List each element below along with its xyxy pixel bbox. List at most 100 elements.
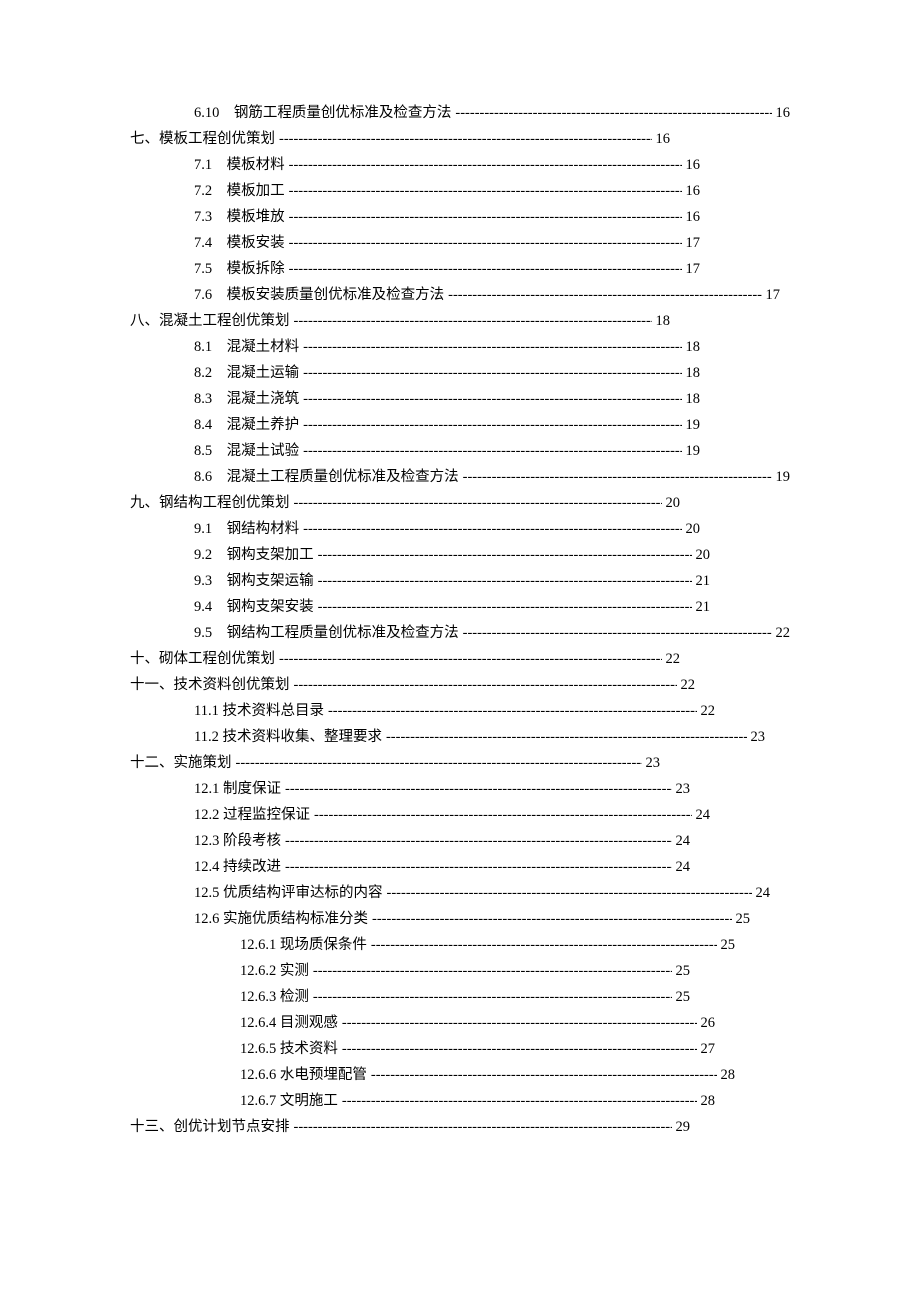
toc-leader: ----------------------------------------…	[342, 1036, 697, 1062]
toc-leader: ----------------------------------------…	[371, 1062, 717, 1088]
toc-entry-label: 十二、实施策划	[130, 750, 232, 776]
toc-entry-page: 17	[686, 256, 791, 282]
toc-leader: ----------------------------------------…	[303, 386, 681, 412]
toc-entry-page: 19	[686, 438, 791, 464]
toc-entry-page: 19	[686, 412, 791, 438]
toc-entry-label: 8.2 混凝土运输	[194, 360, 299, 386]
toc-entry-label: 9.5 钢结构工程质量创优标准及检查方法	[194, 620, 459, 646]
toc-entry-label: 12.2 过程监控保证	[194, 802, 310, 828]
toc-leader: ----------------------------------------…	[313, 958, 672, 984]
toc-entry: 十三、创优计划节点安排-----------------------------…	[130, 1114, 790, 1140]
toc-leader: ----------------------------------------…	[303, 438, 681, 464]
toc-entry-page: 18	[686, 386, 791, 412]
toc-entry: 12.6.2 实测-------------------------------…	[130, 958, 790, 984]
toc-entry: 7.2 模板加工--------------------------------…	[130, 178, 790, 204]
toc-leader: ----------------------------------------…	[294, 672, 677, 698]
toc-entry-label: 12.6.2 实测	[240, 958, 309, 984]
toc-leader: ----------------------------------------…	[313, 984, 672, 1010]
toc-entry: 12.3 阶段考核-------------------------------…	[130, 828, 790, 854]
toc-leader: ----------------------------------------…	[303, 360, 681, 386]
toc-entry-label: 12.6.5 技术资料	[240, 1036, 338, 1062]
toc-entry: 8.6 混凝土工程质量创优标准及检查方法--------------------…	[130, 464, 790, 490]
toc-leader: ----------------------------------------…	[342, 1010, 697, 1036]
toc-entry-label: 7.2 模板加工	[194, 178, 285, 204]
toc-entry: 12.6.5 技术资料-----------------------------…	[130, 1036, 790, 1062]
toc-leader: ----------------------------------------…	[314, 802, 692, 828]
toc-entry-page: 25	[721, 932, 791, 958]
toc-leader: ----------------------------------------…	[294, 308, 652, 334]
toc-container: 6.10 钢筋工程质量创优标准及检查方法 --------------------…	[0, 100, 920, 1140]
toc-leader: ----------------------------------------…	[342, 1088, 697, 1114]
toc-entry-label: 12.1 制度保证	[194, 776, 281, 802]
toc-entry: 7.3 模板堆放--------------------------------…	[130, 204, 790, 230]
toc-entry: 9.3 钢构支架运输------------------------------…	[130, 568, 790, 594]
toc-entry: 8.1 混凝土材料-------------------------------…	[130, 334, 790, 360]
toc-entry-label: 11.1 技术资料总目录	[194, 698, 324, 724]
toc-entry-page: 25	[676, 984, 791, 1010]
toc-entry: 9.1 钢结构材料-------------------------------…	[130, 516, 790, 542]
toc-leader: ----------------------------------------…	[303, 412, 681, 438]
toc-entry-page: 16	[686, 152, 791, 178]
toc-entry: 十二、实施策划---------------------------------…	[130, 750, 790, 776]
toc-entry-page: 24	[676, 854, 791, 880]
toc-entry-page: 24	[756, 880, 791, 906]
toc-entry-page: 22	[776, 620, 791, 646]
toc-entry-page: 17	[686, 230, 791, 256]
toc-entry-page: 21	[696, 594, 791, 620]
toc-entry: 12.6.3 检测-------------------------------…	[130, 984, 790, 1010]
toc-leader: ----------------------------------------…	[285, 828, 672, 854]
toc-entry-label: 7.3 模板堆放	[194, 204, 285, 230]
toc-entry-page: 25	[676, 958, 791, 984]
toc-leader: ----------------------------------------…	[387, 880, 752, 906]
toc-entry-label: 9.2 钢构支架加工	[194, 542, 314, 568]
toc-entry: 7.6 模板安装质量创优标准及检查方法---------------------…	[130, 282, 790, 308]
toc-entry-label: 八、混凝土工程创优策划	[130, 308, 290, 334]
toc-entry-page: 22	[701, 698, 791, 724]
toc-entry-page: 28	[701, 1088, 791, 1114]
toc-entry-label: 9.4 钢构支架安装	[194, 594, 314, 620]
toc-entry: 7.5 模板拆除--------------------------------…	[130, 256, 790, 282]
toc-entry-label: 7.6 模板安装质量创优标准及检查方法	[194, 282, 444, 308]
toc-leader: ----------------------------------------…	[318, 542, 692, 568]
toc-entry: 9.2 钢构支架加工------------------------------…	[130, 542, 790, 568]
toc-leader: ----------------------------------------…	[289, 230, 682, 256]
toc-entry-label: 十三、创优计划节点安排	[130, 1114, 290, 1140]
toc-entry-label: 12.6.1 现场质保条件	[240, 932, 367, 958]
toc-entry-page: 24	[696, 802, 791, 828]
toc-entry-page: 18	[686, 360, 791, 386]
toc-leader: ----------------------------------------…	[294, 490, 662, 516]
toc-leader: ----------------------------------------…	[371, 932, 717, 958]
toc-entry: 12.6.6 水电预埋配管---------------------------…	[130, 1062, 790, 1088]
toc-entry: 7.1 模板材料--------------------------------…	[130, 152, 790, 178]
toc-leader: ----------------------------------------…	[303, 334, 681, 360]
toc-entry: 十、砌体工程创优策划------------------------------…	[130, 646, 790, 672]
toc-entry-page: 20	[696, 542, 791, 568]
toc-leader: ----------------------------------------…	[289, 178, 682, 204]
toc-entry: 12.6.1 现场质保条件---------------------------…	[130, 932, 790, 958]
toc-entry: 9.4 钢构支架安装------------------------------…	[130, 594, 790, 620]
toc-entry: 12.6 实施优质结构标准分类-------------------------…	[130, 906, 790, 932]
toc-leader: ----------------------------------------…	[279, 646, 662, 672]
toc-entry-page: 17	[766, 282, 791, 308]
toc-leader: ----------------------------------------…	[455, 100, 771, 126]
toc-entry-label: 6.10 钢筋工程质量创优标准及检查方法	[194, 100, 451, 126]
toc-leader: ----------------------------------------…	[289, 204, 682, 230]
toc-entry-label: 12.6.3 检测	[240, 984, 309, 1010]
toc-entry-page: 22	[666, 646, 791, 672]
toc-entry-label: 9.3 钢构支架运输	[194, 568, 314, 594]
toc-entry: 11.1 技术资料总目录----------------------------…	[130, 698, 790, 724]
toc-entry-label: 七、模板工程创优策划	[130, 126, 275, 152]
toc-entry: 12.2 过程监控保证-----------------------------…	[130, 802, 790, 828]
toc-entry: 8.4 混凝土养护-------------------------------…	[130, 412, 790, 438]
toc-entry-page: 16	[656, 126, 791, 152]
toc-entry-page: 24	[676, 828, 791, 854]
toc-entry: 8.5 混凝土试验-------------------------------…	[130, 438, 790, 464]
toc-leader: ----------------------------------------…	[303, 516, 681, 542]
toc-leader: ----------------------------------------…	[279, 126, 652, 152]
toc-entry: 9.5 钢结构工程质量创优标准及检查方法--------------------…	[130, 620, 790, 646]
toc-entry-page: 18	[656, 308, 791, 334]
toc-entry-label: 8.1 混凝土材料	[194, 334, 299, 360]
toc-leader: ----------------------------------------…	[328, 698, 697, 724]
toc-entry-page: 16	[686, 178, 791, 204]
toc-leader: ----------------------------------------…	[372, 906, 732, 932]
